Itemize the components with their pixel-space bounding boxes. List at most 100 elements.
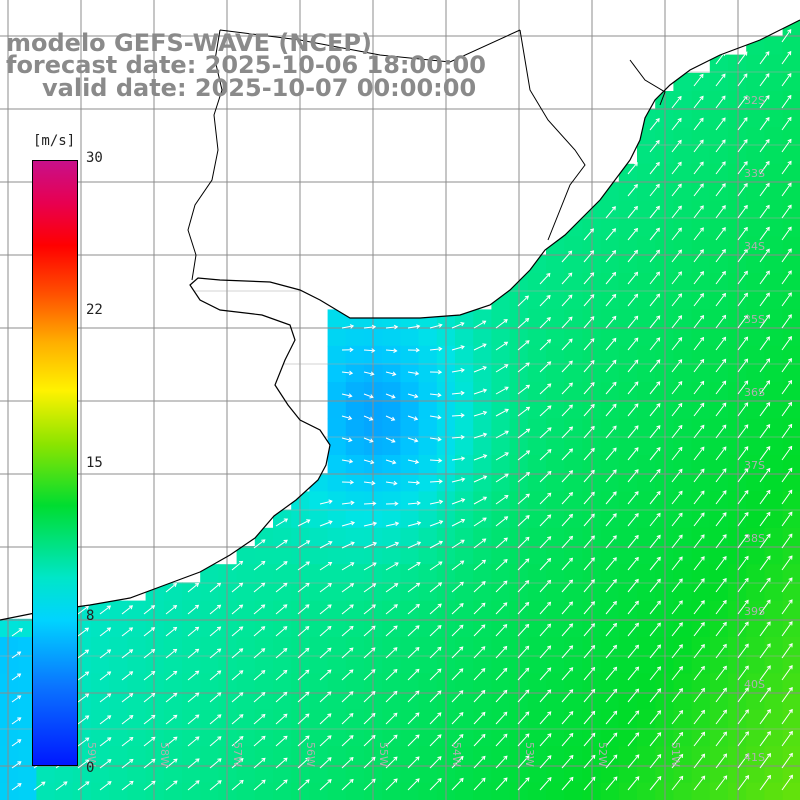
wind-cell: [746, 491, 765, 511]
wind-arrow: [363, 348, 376, 353]
wind-arrow: [165, 736, 178, 747]
wind-arrow: [495, 452, 509, 461]
wind-cell: [382, 691, 401, 711]
wind-arrow: [539, 470, 552, 483]
wind-cell: [473, 618, 492, 638]
wind-arrow: [561, 579, 574, 593]
wind-arrow: [737, 555, 749, 571]
wind-cell: [618, 491, 638, 511]
wind-arrow: [495, 689, 508, 703]
wind-arrow: [759, 489, 771, 505]
latitude-label: 38S: [744, 532, 765, 545]
wind-arrow: [649, 403, 661, 417]
wind-cell: [345, 418, 365, 438]
wind-arrow: [561, 404, 573, 417]
wind-cell: [327, 345, 347, 365]
wind-cell: [728, 54, 747, 74]
wind-cell: [618, 473, 638, 492]
wind-cell: [618, 200, 638, 219]
wind-arrow: [539, 601, 552, 615]
wind-cell: [673, 254, 693, 274]
wind-cell: [673, 127, 693, 147]
wind-cell: [309, 491, 329, 511]
wind-cell: [764, 618, 784, 638]
wind-cell: [546, 564, 565, 583]
wind-cell: [709, 418, 729, 438]
wind-arrow: [605, 249, 617, 263]
wind-arrow: [363, 459, 375, 465]
wind-arrow: [319, 561, 333, 571]
wind-arrow: [209, 714, 222, 725]
wind-arrow: [517, 667, 530, 681]
wind-cell: [728, 455, 747, 474]
wind-arrow: [583, 623, 596, 637]
wind-cell: [345, 455, 365, 474]
wind-cell: [546, 782, 565, 800]
wind-arrow: [165, 583, 178, 593]
wind-cell: [327, 364, 347, 383]
wind-cell: [527, 273, 547, 292]
wind-cell: [291, 509, 310, 529]
wind-cell: [382, 455, 401, 474]
wind-arrow: [561, 338, 573, 351]
wind-cell: [728, 254, 747, 274]
wind-arrow: [781, 445, 793, 461]
wind-arrow: [715, 270, 726, 285]
wind-arrow: [627, 249, 638, 263]
wind-arrow: [429, 756, 442, 769]
wind-cell: [127, 655, 147, 674]
wind-arrow: [605, 425, 617, 439]
wind-arrow: [77, 759, 90, 769]
wind-arrow: [275, 713, 288, 725]
wind-cell: [764, 91, 784, 110]
wind-arrow: [385, 459, 397, 465]
wind-cell: [746, 637, 765, 656]
wind-arrow: [583, 469, 595, 483]
wind-arrow: [517, 755, 530, 769]
wind-cell: [327, 691, 347, 711]
wind-cell: [418, 455, 438, 474]
wind-arrow: [715, 292, 726, 307]
wind-arrow: [781, 643, 793, 659]
colorbar-unit: [m/s]: [33, 133, 76, 149]
wind-arrow: [693, 249, 704, 263]
colorbar-label-0: 0: [86, 760, 95, 776]
wind-arrow: [385, 324, 399, 330]
wind-arrow: [583, 732, 596, 747]
wind-cell: [746, 382, 765, 401]
wind-arrow: [275, 735, 288, 747]
wind-arrow: [385, 712, 398, 725]
wind-arrow: [561, 316, 573, 329]
wind-cell: [764, 309, 784, 329]
wind-cell: [673, 182, 693, 201]
wind-cell: [600, 564, 620, 583]
wind-arrow: [385, 756, 398, 769]
wind-cell: [673, 527, 693, 547]
wind-arrow: [473, 410, 488, 417]
colorbar-label-8: 8: [86, 608, 95, 624]
wind-arrow: [583, 579, 595, 593]
wind-arrow: [231, 714, 244, 725]
wind-cell: [564, 455, 583, 474]
wind-cell: [200, 728, 219, 747]
wind-cell: [473, 491, 492, 511]
wind-arrow: [187, 736, 200, 747]
wind-arrow: [561, 710, 574, 725]
wind-arrow: [561, 272, 573, 285]
wind-cell: [527, 527, 547, 547]
wind-cell: [691, 582, 711, 602]
wind-arrow: [517, 295, 529, 307]
wind-arrow: [451, 345, 465, 351]
wind-cell: [728, 418, 747, 438]
wind-arrow: [385, 541, 400, 549]
wind-cell: [746, 546, 765, 565]
wind-arrow: [231, 626, 244, 637]
wind-cell: [600, 200, 620, 219]
wind-cell: [400, 418, 420, 438]
wind-arrow: [297, 625, 310, 637]
wind-cell: [782, 655, 800, 674]
wind-cell: [400, 527, 420, 547]
wind-cell: [273, 782, 292, 800]
wind-arrow: [363, 562, 377, 571]
wind-arrow: [737, 95, 748, 109]
